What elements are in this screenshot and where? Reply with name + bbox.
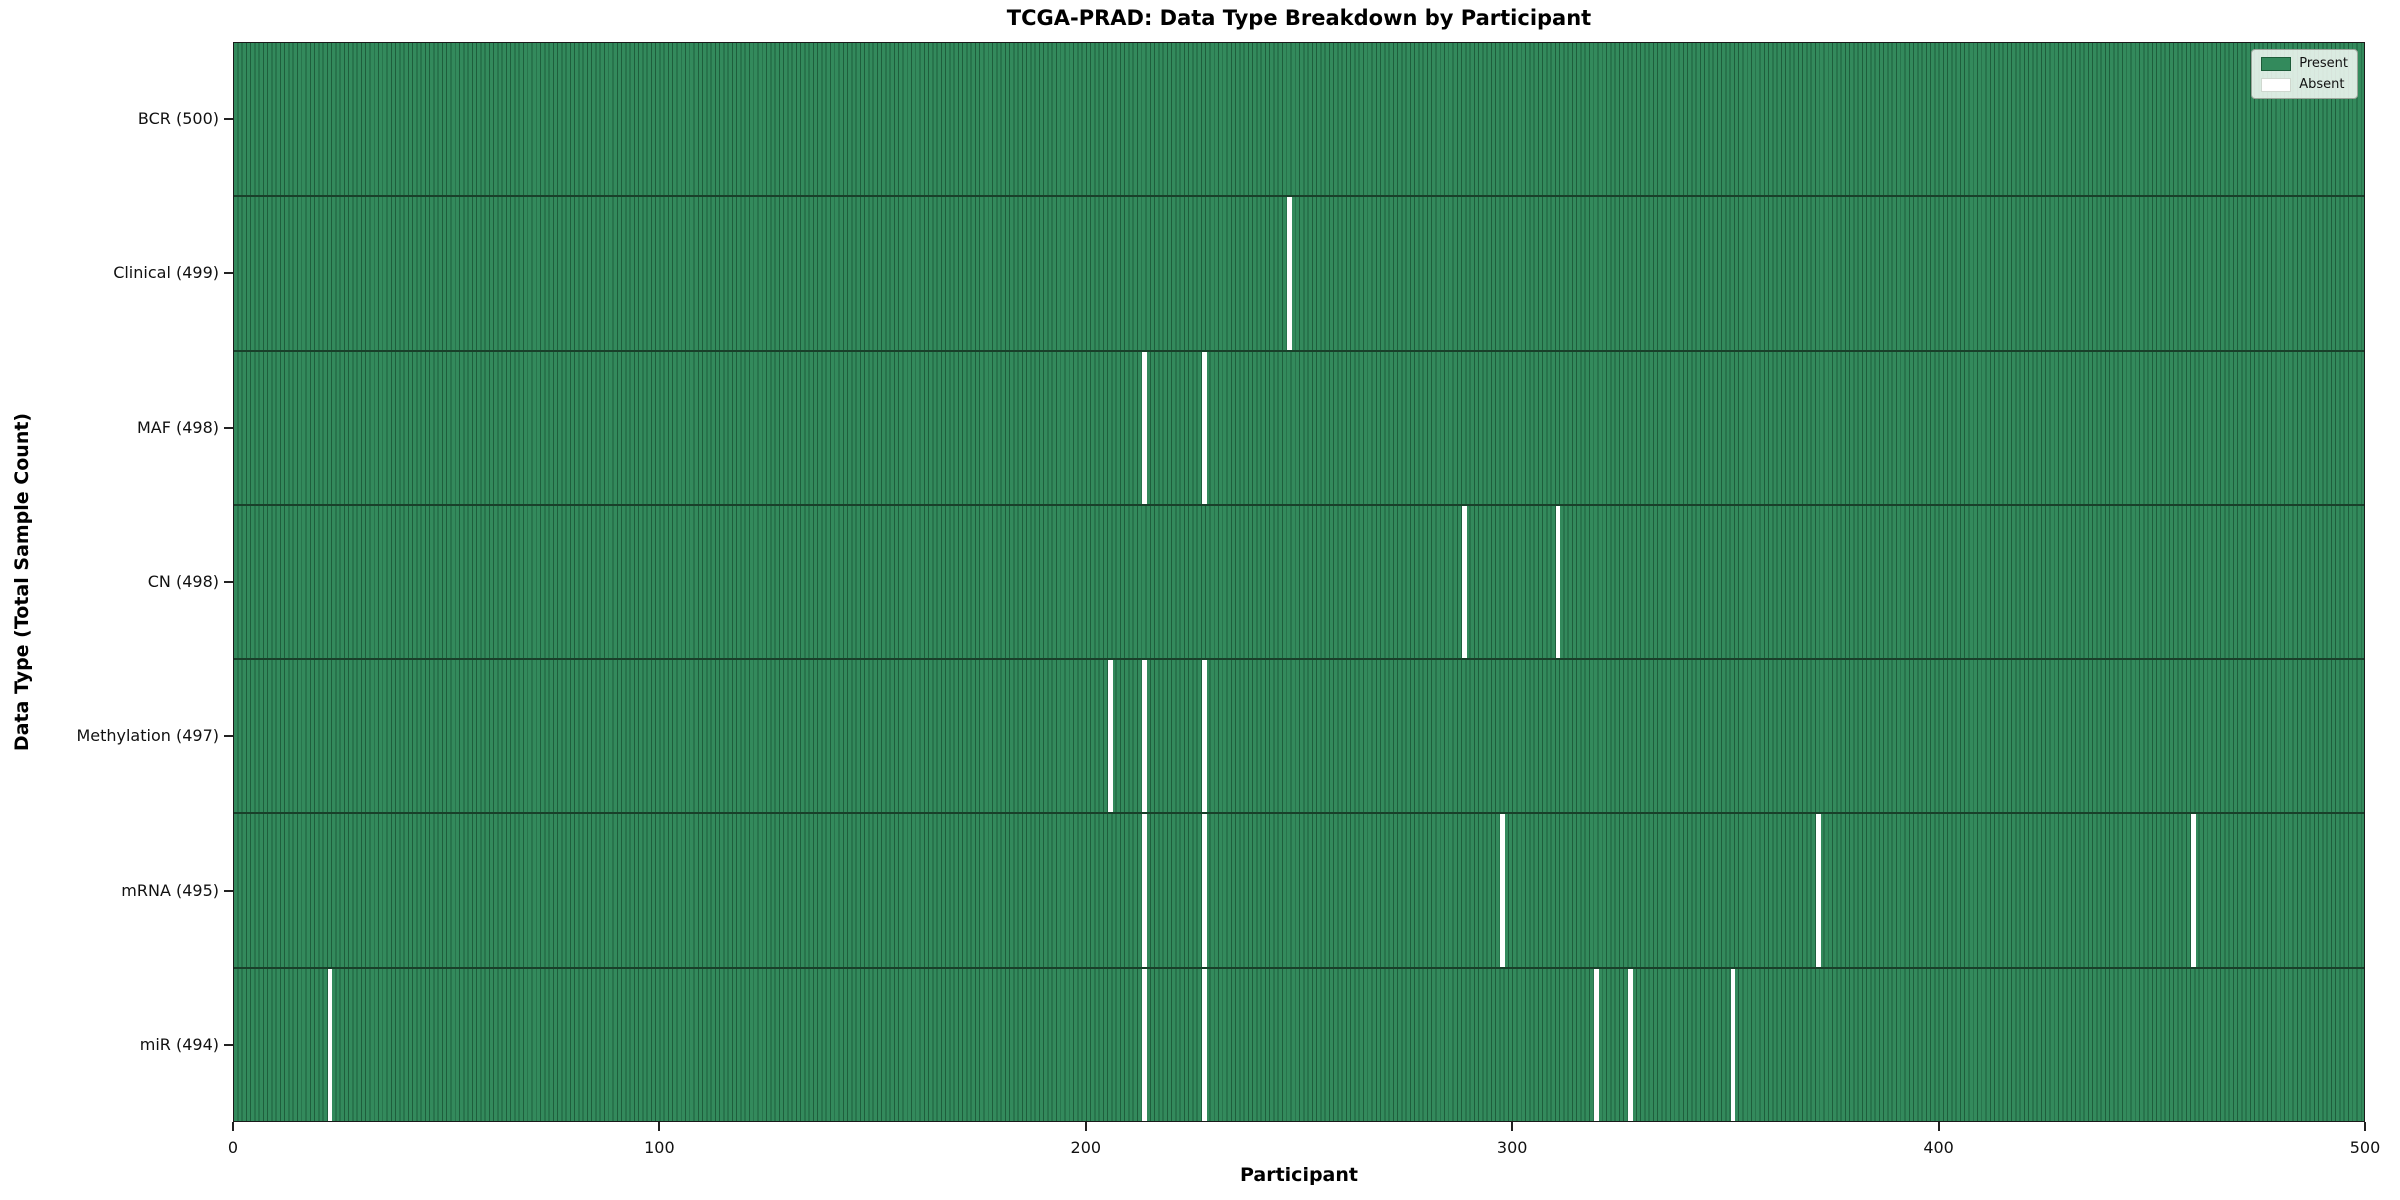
x-tick-mark (1937, 1122, 1940, 1131)
x-axis-label: Participant (1239, 1164, 1358, 1186)
y-tick-label: Clinical (499) (113, 263, 219, 283)
y-tick-label: CN (498) (147, 572, 219, 591)
x-tick-label: 500 (2349, 1138, 2381, 1157)
legend-entry-present: Present (2261, 56, 2348, 71)
legend-absent-label: Absent (2299, 77, 2345, 92)
x-tick-label: 100 (644, 1138, 675, 1157)
y-tick-mark (224, 272, 233, 275)
absent-gap (1201, 351, 1207, 504)
presence-row-mir (234, 966, 2364, 1121)
presence-row-mrna (234, 812, 2364, 967)
presence-row-methylation (234, 658, 2364, 813)
absent-gap (1142, 814, 1147, 967)
x-tick-mark (2364, 1122, 2366, 1131)
y-tick-mark (224, 426, 233, 429)
x-tick-mark (1511, 1122, 1514, 1131)
y-tick-label: MAF (498) (136, 417, 219, 437)
legend: Present Absent (2251, 49, 2358, 99)
absent-gap (1201, 968, 1207, 1121)
y-tick-mark (224, 118, 233, 121)
absent-swatch-icon (2261, 77, 2292, 92)
presence-row-maf (234, 349, 2364, 504)
absent-gap (1201, 660, 1207, 813)
chart-title: TCGA-PRAD: Data Type Breakdown by Partic… (1006, 6, 1592, 30)
absent-gap (2191, 814, 2196, 967)
absent-gap (1730, 968, 1736, 1121)
y-tick-mark (224, 889, 233, 892)
presence-row-bcr (234, 43, 2364, 196)
plot-area: Present Absent (233, 42, 2365, 1122)
absent-gap (1107, 660, 1113, 813)
absent-gap (1461, 505, 1467, 659)
absent-gap (1815, 814, 1821, 967)
x-tick-label: 400 (1923, 1138, 1954, 1157)
present-swatch-icon (2261, 56, 2292, 71)
absent-gap (1142, 660, 1147, 813)
absent-gap (1500, 814, 1506, 967)
presence-row-clinical (234, 195, 2364, 350)
absent-gap (1594, 968, 1599, 1121)
y-tick-label: miR (494) (139, 1034, 219, 1054)
y-tick-mark (224, 735, 233, 738)
x-tick-mark (232, 1122, 234, 1131)
absent-gap (327, 968, 333, 1121)
y-tick-label: BCR (500) (137, 109, 219, 129)
absent-gap (1555, 505, 1561, 659)
absent-gap (1201, 814, 1207, 967)
x-tick-label: 300 (1496, 1138, 1528, 1157)
absent-gap (1628, 968, 1633, 1121)
y-tick-mark (224, 1043, 233, 1046)
legend-present-label: Present (2299, 56, 2348, 71)
y-tick-label: Methylation (497) (76, 726, 219, 746)
x-tick-label: 200 (1070, 1138, 1102, 1157)
y-tick-mark (224, 581, 233, 583)
presence-row-cn (234, 503, 2364, 659)
absent-gap (1287, 197, 1292, 350)
absent-gap (1142, 351, 1147, 504)
x-tick-label: 0 (227, 1138, 239, 1157)
absent-gap (1142, 968, 1147, 1121)
x-tick-mark (1084, 1122, 1087, 1131)
legend-entry-absent: Absent (2261, 77, 2348, 92)
x-tick-mark (658, 1122, 661, 1131)
y-tick-label: mRNA (495) (121, 880, 219, 900)
